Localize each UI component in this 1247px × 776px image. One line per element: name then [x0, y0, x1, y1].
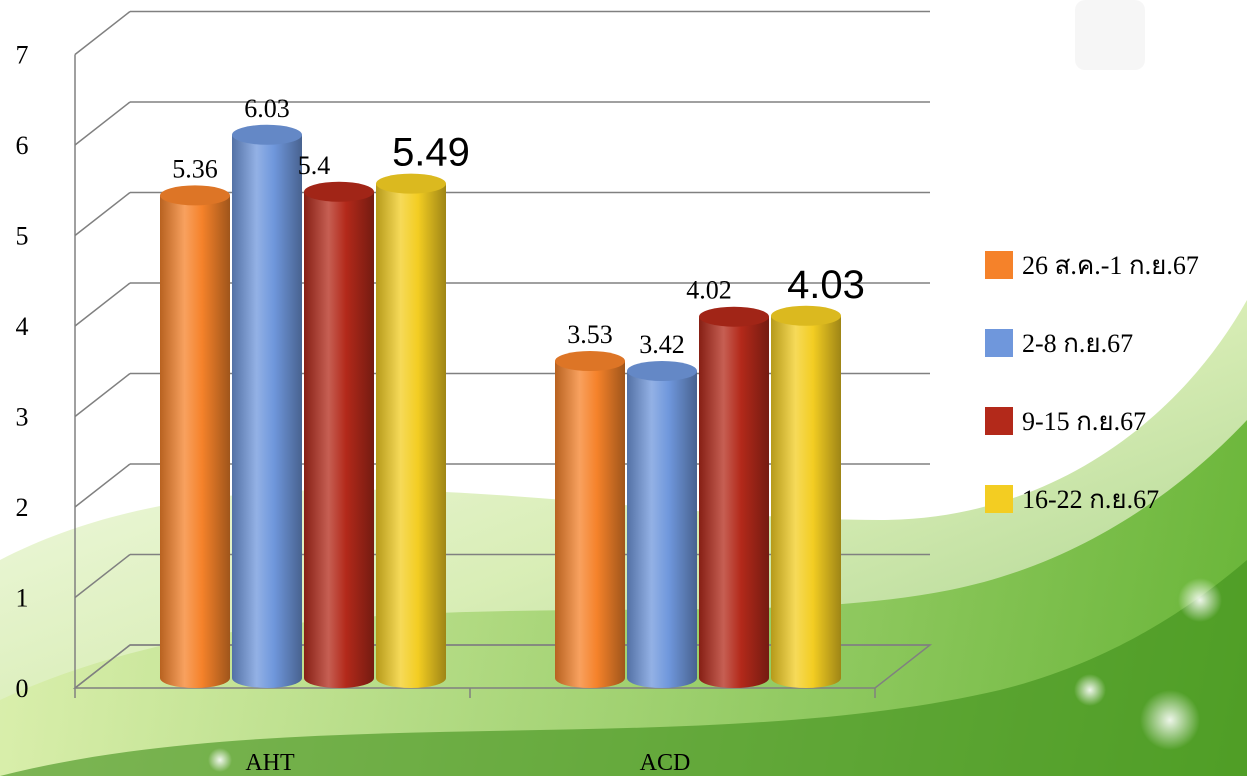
y-tick-label: 4 [16, 312, 29, 341]
bar-top [232, 124, 302, 145]
bar-body [304, 191, 374, 689]
legend-swatch [985, 407, 1013, 435]
data-label: 5.4 [298, 151, 331, 180]
legend-entry-label: 16-22 ก.ย.67 [1022, 485, 1159, 514]
bar-top [376, 173, 446, 194]
gridline-diagonal [74, 10, 131, 56]
y-tick-label: 5 [16, 222, 29, 251]
y-tick-label: 2 [16, 493, 29, 522]
bar-top [771, 305, 841, 326]
bar-body [699, 316, 769, 688]
data-label: 3.42 [639, 330, 685, 359]
y-tick-label: 0 [16, 674, 29, 703]
floor-outline [72, 644, 933, 689]
gridline-diagonal [74, 372, 131, 418]
data-labels-group: 5.36 6.03 5.4 5.49 3.53 3.424.02 4.03 [172, 94, 865, 359]
data-label: 3.53 [567, 320, 613, 349]
bar-top [627, 360, 697, 381]
legend-swatch [985, 485, 1013, 513]
bar-body [771, 315, 841, 688]
bar-aht-series-2 [232, 124, 302, 688]
gridline-diagonal [74, 553, 131, 599]
data-label: 4.03 [787, 263, 865, 307]
gridline-diagonal [74, 191, 131, 237]
x-category-label: AHT [245, 750, 295, 776]
y-tick-label: 3 [16, 403, 29, 432]
data-label: 5.36 [172, 154, 218, 183]
bar-top [160, 185, 230, 206]
legend-entry-label: 9-15 ก.ย.67 [1022, 407, 1146, 436]
data-label: 5.49 [392, 131, 470, 175]
legend-swatch [985, 251, 1013, 279]
bar-acd-series-1 [555, 351, 625, 688]
gridline-diagonal [74, 282, 131, 327]
bar-aht-series-3 [304, 181, 374, 689]
chart-axes: 0 1 2 3 4 5 6 7 AHT ACD [16, 41, 933, 776]
y-tick-label: 1 [16, 584, 29, 613]
bar-top [304, 181, 374, 202]
bar-top [555, 351, 625, 372]
bar-series-group [160, 124, 841, 689]
gridline-diagonal [74, 101, 131, 146]
bar-acd-series-2 [627, 360, 697, 688]
bar-body [376, 183, 446, 688]
y-tick-label: 7 [16, 41, 29, 70]
bar-aht-series-4 [376, 173, 446, 688]
y-tick-label: 6 [16, 131, 29, 160]
bar-body [555, 361, 625, 688]
bar-acd-series-4 [771, 305, 841, 688]
x-category-label: ACD [640, 750, 691, 776]
bar-aht-series-1 [160, 185, 230, 689]
legend-entry-label: 2-8 ก.ย.67 [1022, 329, 1133, 358]
legend-entry-label: 26 ส.ค.-1 ก.ย.67 [1022, 251, 1199, 280]
bar-top [699, 306, 769, 327]
data-label: 4.02 [686, 276, 732, 305]
bar-body [627, 370, 697, 688]
data-label: 6.03 [244, 94, 290, 123]
gridline-diagonal [74, 463, 131, 508]
bar-body [232, 134, 302, 688]
bar-body [160, 195, 230, 689]
chart-legend: 26 ส.ค.-1 ก.ย.67 2-8 ก.ย.67 9-15 ก.ย.67 16-… [985, 251, 1199, 514]
bar-acd-series-3 [699, 306, 769, 688]
legend-swatch [985, 329, 1013, 357]
